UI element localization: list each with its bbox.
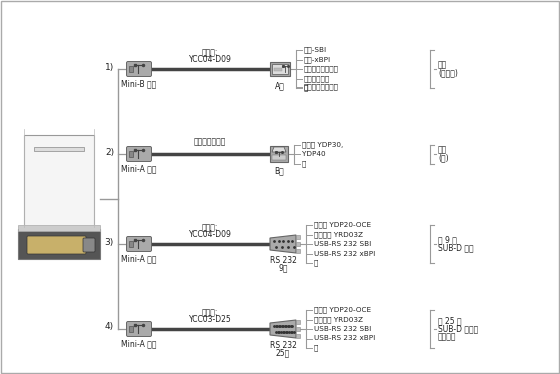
Text: 可移动数据存储器: 可移动数据存储器	[304, 84, 339, 90]
Text: 订单号:: 订单号:	[202, 308, 218, 317]
FancyBboxPatch shape	[296, 327, 300, 331]
Text: USB-RS 232 xBPI: USB-RS 232 xBPI	[314, 335, 375, 341]
FancyBboxPatch shape	[127, 322, 152, 337]
FancyBboxPatch shape	[270, 62, 290, 76]
Polygon shape	[270, 320, 296, 338]
Polygon shape	[272, 147, 286, 152]
Text: YCC03-D25: YCC03-D25	[189, 315, 231, 324]
Text: 第二显示 YRD03Z: 第二显示 YRD03Z	[314, 231, 363, 238]
FancyBboxPatch shape	[296, 320, 300, 324]
Text: 第二显示 YRD03Z: 第二显示 YRD03Z	[314, 316, 363, 323]
Text: YCC04-D09: YCC04-D09	[189, 230, 231, 239]
Text: 订单号:: 订单号:	[202, 48, 218, 57]
FancyBboxPatch shape	[129, 66, 133, 72]
Text: 打印机 YDP20-OCE: 打印机 YDP20-OCE	[314, 222, 371, 228]
Text: 主机: 主机	[438, 61, 447, 70]
FancyBboxPatch shape	[270, 146, 288, 162]
Polygon shape	[270, 235, 296, 253]
Text: Mini-A 接口: Mini-A 接口	[122, 339, 157, 348]
Text: (从): (从)	[438, 153, 449, 162]
Text: SUB-D 插头的: SUB-D 插头的	[438, 325, 478, 334]
Text: SUB-D 插头: SUB-D 插头	[438, 243, 474, 252]
Text: 电脑-xBPI: 电脑-xBPI	[304, 56, 331, 63]
Text: Mini-B 接口: Mini-B 接口	[122, 79, 157, 88]
Text: 设备: 设备	[438, 145, 447, 154]
FancyBboxPatch shape	[129, 241, 133, 247]
Text: 25针: 25针	[276, 348, 290, 357]
Text: 1): 1)	[105, 62, 114, 71]
FancyBboxPatch shape	[18, 229, 100, 259]
Text: Mini-A 接口: Mini-A 接口	[122, 164, 157, 173]
Text: 带 9 针: 带 9 针	[438, 236, 457, 245]
Text: 3): 3)	[105, 237, 114, 246]
Text: B型: B型	[274, 166, 284, 175]
Text: Mini-A 接口: Mini-A 接口	[122, 254, 157, 263]
Text: 随附打印机设备: 随附打印机设备	[194, 137, 226, 146]
FancyBboxPatch shape	[27, 236, 86, 254]
Text: USB-RS 232 xBPI: USB-RS 232 xBPI	[314, 251, 375, 257]
Text: 带 25 针: 带 25 针	[438, 316, 461, 325]
FancyBboxPatch shape	[127, 236, 152, 251]
Text: 串行设备: 串行设备	[438, 332, 456, 341]
FancyBboxPatch shape	[24, 135, 94, 227]
Text: 2): 2)	[105, 147, 114, 156]
Text: YDP40: YDP40	[302, 151, 325, 157]
FancyBboxPatch shape	[296, 242, 300, 246]
Text: 关: 关	[314, 260, 319, 266]
FancyBboxPatch shape	[127, 147, 152, 162]
Text: USB-RS 232 SBI: USB-RS 232 SBI	[314, 241, 371, 247]
Text: 订单号:: 订单号:	[202, 223, 218, 232]
FancyBboxPatch shape	[274, 67, 282, 71]
Text: 4): 4)	[105, 322, 114, 331]
FancyBboxPatch shape	[296, 235, 300, 239]
FancyBboxPatch shape	[296, 249, 300, 253]
FancyBboxPatch shape	[18, 225, 100, 231]
FancyBboxPatch shape	[129, 151, 133, 157]
Text: A型: A型	[275, 81, 285, 90]
Text: YCC04-D09: YCC04-D09	[189, 55, 231, 64]
Text: 9针: 9针	[278, 263, 288, 272]
Text: RS 232: RS 232	[269, 256, 296, 265]
Text: 关: 关	[302, 160, 306, 167]
Text: 电脑-SBI: 电脑-SBI	[304, 47, 327, 53]
FancyBboxPatch shape	[129, 326, 133, 332]
Text: 关: 关	[304, 85, 309, 91]
FancyBboxPatch shape	[272, 64, 288, 74]
Text: 关: 关	[314, 345, 319, 351]
FancyBboxPatch shape	[296, 334, 300, 338]
Text: 电脑文本格式: 电脑文本格式	[304, 75, 330, 82]
Text: RS 232: RS 232	[269, 341, 296, 350]
FancyBboxPatch shape	[127, 61, 152, 77]
FancyBboxPatch shape	[272, 155, 286, 160]
Text: 电脑电子表格格式: 电脑电子表格格式	[304, 66, 339, 72]
Text: 打印机 YDP30,: 打印机 YDP30,	[302, 141, 343, 148]
FancyBboxPatch shape	[83, 238, 95, 252]
FancyBboxPatch shape	[34, 147, 84, 151]
Text: (控制器): (控制器)	[438, 68, 458, 77]
Text: USB-RS 232 SBI: USB-RS 232 SBI	[314, 326, 371, 332]
Text: 打印机 YDP20-OCE: 打印机 YDP20-OCE	[314, 307, 371, 313]
